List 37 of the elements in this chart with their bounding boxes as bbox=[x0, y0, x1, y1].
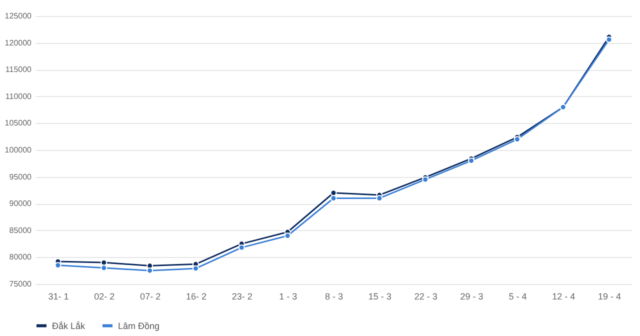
point bbox=[146, 267, 154, 274]
x-tick-label: 31- 1 bbox=[48, 292, 69, 302]
legend-label: Lâm Đồng bbox=[118, 320, 160, 331]
x-tick-label: 23- 2 bbox=[232, 292, 252, 302]
x-tick-label: 15 - 3 bbox=[368, 292, 392, 302]
y-tick-label: 75000 bbox=[9, 280, 32, 288]
point bbox=[238, 244, 245, 251]
y-tick-label: 85000 bbox=[9, 226, 32, 235]
x-tick-label: 19 - 4 bbox=[598, 292, 622, 302]
point bbox=[330, 195, 337, 202]
point bbox=[330, 190, 337, 196]
y-tick-label: 95000 bbox=[9, 172, 32, 182]
y-tick-label: 100000 bbox=[4, 146, 32, 154]
y-tick-label: 80000 bbox=[9, 252, 32, 262]
y-tick-label: 125000 bbox=[4, 12, 32, 20]
point bbox=[54, 262, 62, 268]
x-tick-label: 12 - 4 bbox=[552, 292, 576, 302]
x-tick-label: 07- 2 bbox=[140, 292, 161, 302]
point bbox=[100, 264, 108, 272]
legend-label: Đắk Lắk bbox=[52, 320, 86, 331]
y-tick-label: 120000 bbox=[4, 38, 32, 48]
point bbox=[284, 232, 291, 239]
y-tick-label: 110000 bbox=[5, 92, 32, 101]
x-tick-label: 02- 2 bbox=[94, 292, 115, 302]
point bbox=[606, 36, 612, 43]
y-tick-label: 115000 bbox=[5, 65, 32, 74]
x-tick-label: 22 - 3 bbox=[414, 292, 438, 302]
x-tick-label: 1 - 3 bbox=[279, 292, 298, 302]
y-tick-label: 105000 bbox=[4, 118, 32, 128]
x-tick-label: 29 - 3 bbox=[460, 292, 484, 302]
x-tick-label: 16- 2 bbox=[186, 292, 206, 302]
point bbox=[376, 195, 383, 202]
point bbox=[100, 259, 108, 266]
x-tick-label: 8 - 3 bbox=[324, 292, 344, 302]
y-tick-label: 90000 bbox=[9, 199, 32, 208]
x-tick-label: 5 - 4 bbox=[508, 292, 527, 302]
point bbox=[192, 265, 199, 272]
